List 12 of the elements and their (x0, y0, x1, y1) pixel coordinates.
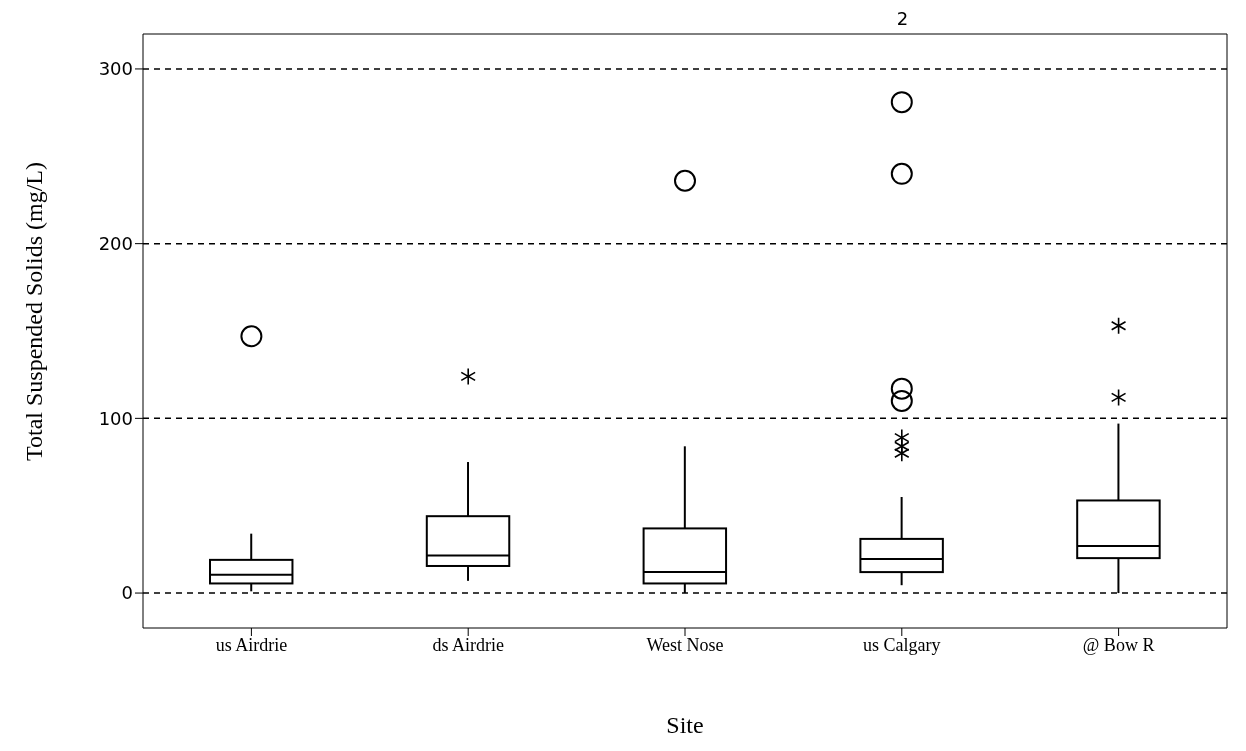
x-tick-label: us Airdrie (215, 634, 288, 655)
y-tick-label: 300 (98, 58, 133, 80)
x-axis-title: Site (666, 712, 704, 738)
text: 2 (895, 8, 910, 29)
x-tick-label: West Nose (646, 634, 724, 655)
x-tick-label: @ Bow R (1082, 634, 1155, 655)
y-tick-label: 200 (98, 233, 133, 255)
y-axis-title: Total Suspended Solids (mg/L) (20, 162, 47, 461)
x-tick-label: ds Airdrie (432, 634, 504, 655)
y-tick-label: 100 (98, 407, 133, 429)
x-tick-label: us Calgary (863, 634, 941, 655)
y-tick-label: 0 (121, 582, 133, 604)
